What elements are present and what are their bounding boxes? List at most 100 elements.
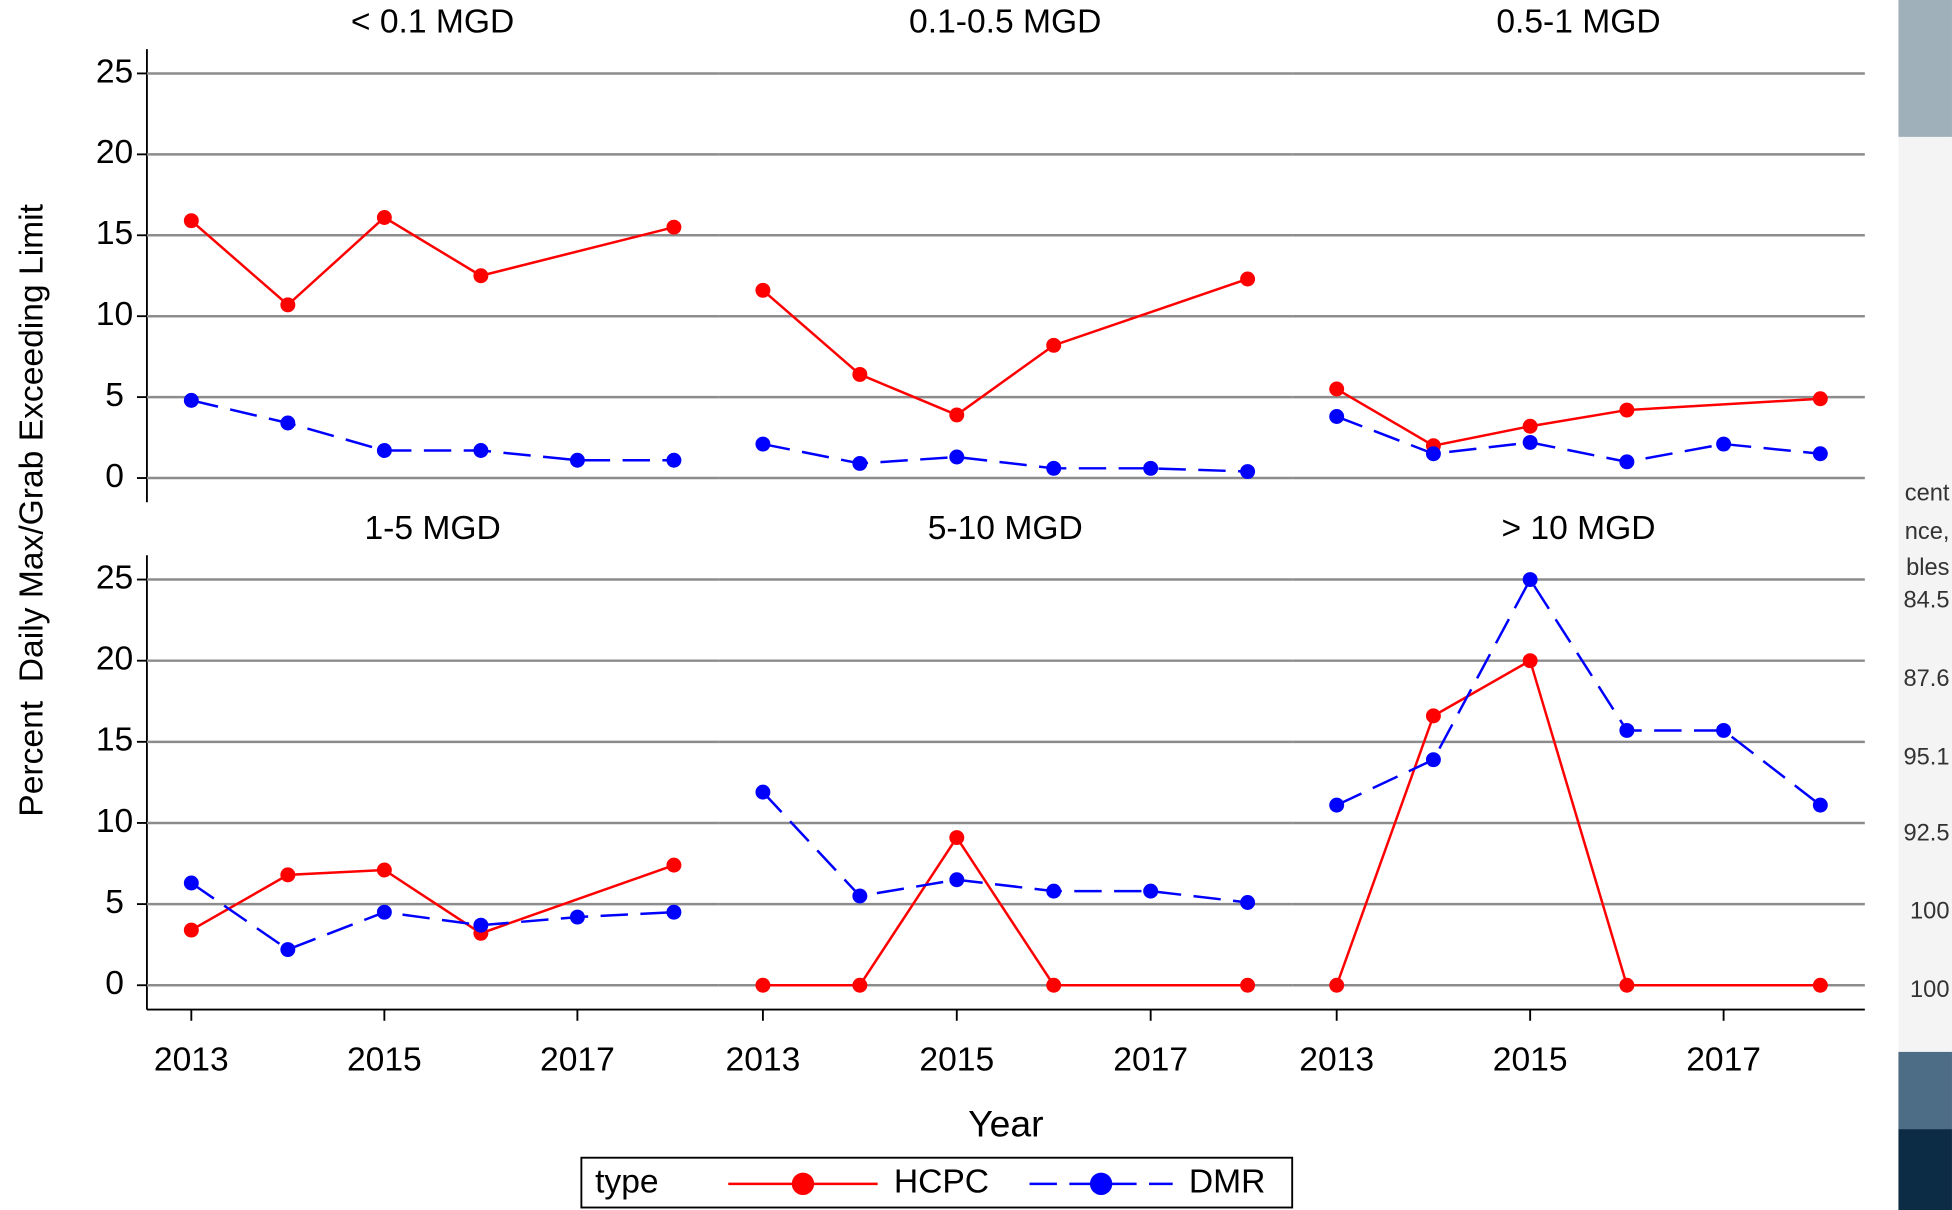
point <box>1523 653 1538 668</box>
y-tick-label: 10 <box>96 803 133 840</box>
point <box>1716 437 1731 452</box>
point <box>473 268 488 283</box>
point <box>377 905 392 920</box>
x-tick-label: 2015 <box>919 1042 994 1079</box>
point <box>852 978 867 993</box>
point <box>1813 391 1828 406</box>
point <box>755 978 770 993</box>
point <box>755 437 770 452</box>
point <box>280 867 295 882</box>
x-tick-label: 2013 <box>154 1042 229 1079</box>
side-panel <box>1898 0 1952 137</box>
y-tick-label: 0 <box>105 965 124 1002</box>
series-line <box>763 838 1248 986</box>
series-line <box>1337 417 1821 462</box>
point <box>949 830 964 845</box>
series-line <box>763 279 1248 415</box>
point <box>280 416 295 431</box>
point <box>1046 978 1061 993</box>
point <box>1329 382 1344 397</box>
point <box>1240 464 1255 479</box>
point <box>1329 978 1344 993</box>
point <box>949 450 964 465</box>
y-tick-label: 10 <box>96 296 133 333</box>
x-tick-label: 2015 <box>1493 1042 1568 1079</box>
point <box>1329 409 1344 424</box>
point <box>1619 454 1634 469</box>
point <box>1046 338 1061 353</box>
y-tick-label: 20 <box>96 134 133 171</box>
point <box>852 367 867 382</box>
point <box>1046 884 1061 899</box>
point <box>377 443 392 458</box>
series-line <box>191 883 674 950</box>
point <box>184 393 199 408</box>
point <box>666 453 681 468</box>
panel-title: 0.5-1 MGD <box>1496 4 1660 41</box>
y-axis-title: Percent Daily Max/Grab Exceeding Limit <box>14 203 51 816</box>
x-axis-title: Year <box>968 1102 1043 1144</box>
point <box>1813 446 1828 461</box>
side-fragment: 92.5 <box>1903 820 1949 846</box>
point <box>1813 798 1828 813</box>
point <box>1523 572 1538 587</box>
x-tick-label: 2013 <box>726 1042 801 1079</box>
series-line <box>191 217 674 304</box>
point <box>473 443 488 458</box>
point <box>1240 978 1255 993</box>
y-tick-label: 25 <box>96 559 133 596</box>
x-tick-label: 2017 <box>1113 1042 1188 1079</box>
point <box>666 858 681 873</box>
side-panel <box>1898 1129 1952 1210</box>
y-tick-label: 25 <box>96 53 133 90</box>
point <box>1240 272 1255 287</box>
y-tick-label: 0 <box>105 458 124 495</box>
x-tick-label: 2013 <box>1299 1042 1374 1079</box>
y-tick-label: 5 <box>105 377 124 414</box>
point <box>755 283 770 298</box>
point <box>1716 723 1731 738</box>
point <box>666 905 681 920</box>
panel-title: 5-10 MGD <box>928 510 1083 547</box>
point <box>1426 708 1441 723</box>
x-tick-label: 2015 <box>347 1042 422 1079</box>
x-tick-label: 2017 <box>540 1042 615 1079</box>
series-line <box>763 792 1248 902</box>
point <box>1143 461 1158 476</box>
point <box>852 889 867 904</box>
side-fragment: 95.1 <box>1903 744 1949 770</box>
legend-label: DMR <box>1189 1164 1266 1201</box>
y-tick-label: 15 <box>96 722 133 759</box>
point <box>1143 884 1158 899</box>
legend-title: type <box>595 1164 659 1201</box>
legend-marker <box>1090 1173 1112 1195</box>
side-fragment: nce, <box>1905 519 1950 545</box>
point <box>184 923 199 938</box>
y-tick-label: 15 <box>96 215 133 252</box>
point <box>1619 403 1634 418</box>
point <box>184 213 199 228</box>
side-fragment: 100 <box>1910 899 1949 925</box>
panel-title: 0.1-0.5 MGD <box>909 4 1101 41</box>
legend-marker <box>792 1173 814 1195</box>
point <box>949 872 964 887</box>
point <box>570 453 585 468</box>
point <box>1813 978 1828 993</box>
series-line <box>1337 580 1821 806</box>
side-fragment: 84.5 <box>1903 588 1949 614</box>
side-fragment: 100 <box>1910 977 1949 1003</box>
point <box>570 910 585 925</box>
point <box>755 785 770 800</box>
point <box>1523 419 1538 434</box>
point <box>1619 723 1634 738</box>
point <box>1046 461 1061 476</box>
series-line <box>191 865 674 933</box>
point <box>1426 446 1441 461</box>
point <box>1426 752 1441 767</box>
panel-title: < 0.1 MGD <box>351 4 514 41</box>
side-fragment: 87.6 <box>1903 666 1949 692</box>
point <box>852 456 867 471</box>
panel-title: 1-5 MGD <box>364 510 500 547</box>
series-line <box>191 400 674 460</box>
